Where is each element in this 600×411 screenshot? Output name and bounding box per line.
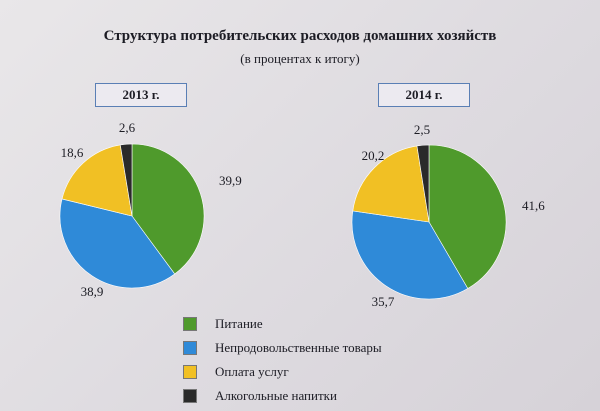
- year-label-2014: 2014 г.: [378, 83, 470, 107]
- legend-swatch-nonfood: [183, 341, 197, 355]
- pie-2013-slice-food: [131, 143, 205, 275]
- legend-item-alcohol: Алкогольные напитки: [183, 384, 382, 408]
- legend-label-services: Оплата услуг: [215, 364, 289, 379]
- legend-item-nonfood: Непродовольственные товары: [183, 336, 382, 360]
- pie-2014-slice-food: [428, 144, 507, 289]
- pie-2013-label-food: 39,9: [219, 173, 242, 188]
- legend-item-food: Питание: [183, 312, 382, 336]
- pie-2014-label-food: 41,6: [522, 198, 545, 213]
- pie-2014-slice-nonfood: [351, 210, 469, 300]
- legend-item-services: Оплата услуг: [183, 360, 382, 384]
- legend-label-nonfood: Непродовольственные товары: [215, 340, 382, 355]
- pie-2013-slice-alcohol: [119, 143, 133, 217]
- pie-2014-label-nonfood: 35,7: [372, 294, 395, 309]
- legend-label-alcohol: Алкогольные напитки: [215, 388, 337, 403]
- year-label-2013: 2013 г.: [95, 83, 187, 107]
- pie-2014-label-alcohol: 2,5: [414, 122, 430, 137]
- pie-2013-label-nonfood: 38,9: [81, 284, 104, 299]
- pie-2013-slice-services: [61, 144, 133, 217]
- pie-2014-slice-services: [352, 145, 430, 223]
- chart-subtitle: (в процентах к итогу): [240, 51, 360, 66]
- pie-2013-label-services: 18,6: [61, 145, 84, 160]
- pie-2013-label-alcohol: 2,6: [119, 120, 136, 135]
- legend-swatch-services: [183, 365, 197, 379]
- legend: Питание Непродовольственные товары Оплат…: [183, 312, 382, 408]
- chart-title: Структура потребительских расходов домаш…: [103, 28, 497, 44]
- pie-2014-label-services: 20,2: [362, 148, 385, 163]
- legend-swatch-food: [183, 317, 197, 331]
- pie-2013-slice-nonfood: [59, 198, 176, 289]
- legend-swatch-alcohol: [183, 389, 197, 403]
- pie-2014-slice-alcohol: [416, 144, 430, 223]
- legend-label-food: Питание: [215, 316, 263, 331]
